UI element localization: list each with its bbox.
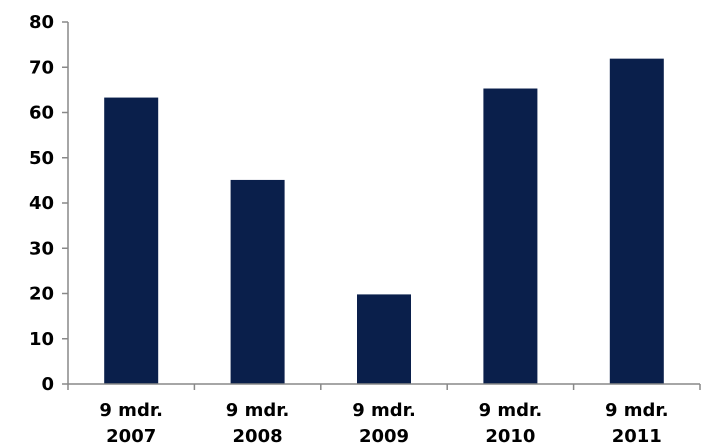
y-tick-label: 80 [29, 12, 54, 33]
x-category-label-line: 9 mdr. [352, 400, 416, 421]
y-tick-label: 70 [29, 57, 54, 78]
x-category-label-line: 9 mdr. [99, 400, 163, 421]
y-tick-label: 50 [29, 148, 54, 169]
y-tick-label: 0 [41, 374, 54, 395]
y-axis-ticks: 0 10 20 30 40 50 60 70 80 [29, 12, 68, 395]
x-category-label: 9 mdr. 2010 [479, 400, 543, 444]
y-tick-label: 20 [29, 284, 54, 305]
x-category-label: 9 mdr. 2008 [226, 400, 290, 444]
x-category-label: 9 mdr. 2007 [99, 400, 163, 444]
x-category-label-line: 2007 [106, 426, 156, 444]
y-tick-label: 40 [29, 193, 54, 214]
y-tick-label: 60 [29, 103, 54, 124]
x-category-label-line: 9 mdr. [226, 400, 290, 421]
x-axis-ticks [67, 384, 701, 390]
x-category-label-line: 9 mdr. [605, 400, 669, 421]
bar [609, 58, 664, 385]
x-category-label-line: 2011 [612, 426, 662, 444]
x-category-label-line: 2008 [233, 426, 283, 444]
bar [104, 97, 159, 384]
x-axis-labels: 9 mdr. 2007 9 mdr. 2008 9 mdr. 2009 9 mdr. 2010… [99, 400, 668, 444]
y-tick-label: 30 [29, 238, 54, 259]
x-category-label: 9 mdr. 2009 [352, 400, 416, 444]
bars-group [104, 58, 664, 385]
bar [357, 294, 411, 384]
bar [230, 179, 285, 384]
x-category-label-line: 2010 [485, 426, 535, 444]
bar [483, 88, 538, 384]
x-category-label-line: 2009 [359, 426, 409, 444]
y-tick-label: 10 [29, 329, 54, 350]
x-category-label-line: 9 mdr. [479, 400, 543, 421]
x-category-label: 9 mdr. 2011 [605, 400, 669, 444]
